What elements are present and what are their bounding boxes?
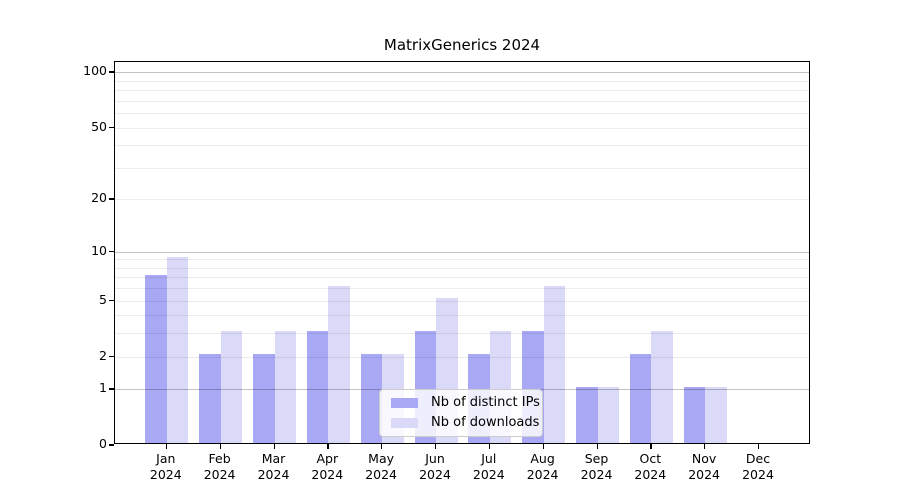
minor-gridline-70: [115, 100, 809, 102]
major-gridline-100: [115, 72, 809, 74]
x-tick-mark-nov: [704, 444, 706, 449]
bar-aug-downloads: [543, 285, 566, 443]
bar-nov-ips: [683, 387, 706, 443]
y-tick-mark-100: [109, 71, 114, 73]
x-tick-mark-jun: [435, 444, 437, 449]
minor-gridline-20: [115, 199, 809, 201]
x-tick-mark-may: [381, 444, 383, 449]
bar-nov-downloads: [705, 387, 727, 443]
x-tick-label-jun: Jun 2024: [419, 451, 451, 482]
minor-gridline-6: [115, 288, 809, 289]
major-gridline-10: [115, 251, 809, 253]
minor-gridline-4: [115, 315, 809, 317]
x-tick-label-jul: Jul 2024: [472, 451, 505, 482]
y-tick-label-0: 0: [99, 436, 107, 452]
bar-mar-ips: [253, 354, 275, 443]
y-tick-mark-1: [109, 388, 114, 390]
y-tick-label-5: 5: [99, 291, 107, 307]
y-tick-label-20: 20: [91, 190, 107, 206]
bar-sep-ips: [576, 387, 598, 443]
x-tick-label-aug: Aug 2024: [526, 451, 559, 482]
chart-legend: Nb of distinct IPs Nb of downloads: [379, 389, 543, 437]
minor-gridline-90: [115, 80, 809, 82]
minor-gridline-7: [115, 277, 809, 279]
bar-jan-downloads: [166, 256, 189, 443]
y-tick-label-1: 1: [99, 380, 107, 396]
plot-area: Nb of distinct IPs Nb of downloads: [114, 61, 810, 444]
x-tick-label-apr: Apr 2024: [311, 451, 344, 482]
minor-gridline-2: [115, 356, 809, 358]
x-tick-mark-dec: [758, 444, 760, 449]
minor-gridline-40: [115, 145, 809, 147]
bar-oct-ips: [629, 354, 652, 443]
x-tick-mark-apr: [327, 444, 329, 449]
x-tick-label-mar: Mar 2024: [257, 451, 290, 482]
legend-item-downloads: Nb of downloads: [388, 415, 539, 432]
x-tick-label-dec: Dec 2024: [742, 451, 774, 482]
bar-apr-ips: [306, 330, 329, 443]
x-tick-mark-oct: [650, 444, 652, 449]
legend-label-downloads: Nb of downloads: [431, 415, 540, 430]
x-tick-label-sep: Sep 2024: [580, 451, 613, 482]
y-tick-mark-50: [109, 126, 114, 128]
x-tick-mark-jul: [488, 444, 491, 449]
minor-gridline-8: [115, 267, 809, 269]
y-tick-label-10: 10: [91, 242, 107, 258]
minor-gridline-5: [115, 300, 809, 302]
y-tick-label-50: 50: [91, 118, 107, 134]
minor-gridline-50: [115, 127, 809, 129]
x-tick-mark-mar: [273, 444, 275, 449]
bar-sep-downloads: [597, 387, 619, 443]
y-tick-mark-2: [109, 355, 114, 357]
y-tick-mark-20: [109, 198, 114, 200]
x-tick-mark-sep: [596, 444, 598, 449]
bar-oct-downloads: [651, 330, 673, 443]
legend-item-distinct-ips: Nb of distinct IPs: [388, 395, 540, 412]
bar-jan-ips: [145, 274, 167, 443]
legend-swatch-downloads: [391, 418, 418, 428]
x-tick-mark-jan: [165, 444, 168, 449]
legend-swatch-distinct-ips: [391, 398, 418, 408]
minor-gridline-30: [115, 167, 809, 169]
x-tick-label-feb: Feb 2024: [203, 451, 236, 482]
bar-mar-downloads: [274, 330, 296, 443]
legend-label-distinct-ips: Nb of distinct IPs: [431, 395, 540, 410]
x-tick-label-nov: Nov 2024: [688, 451, 720, 482]
x-tick-label-oct: Oct 2024: [634, 451, 667, 482]
bar-feb-ips: [199, 354, 221, 443]
minor-gridline-9: [115, 259, 809, 261]
y-tick-mark-10: [109, 250, 114, 252]
x-tick-label-may: May 2024: [365, 451, 397, 482]
minor-gridline-80: [115, 90, 809, 92]
minor-gridline-60: [115, 113, 809, 114]
bar-feb-downloads: [220, 330, 243, 443]
y-tick-label-2: 2: [99, 347, 107, 363]
minor-gridline-3: [115, 333, 809, 335]
chart-title: MatrixGenerics 2024: [383, 36, 541, 54]
y-tick-label-100: 100: [83, 63, 107, 79]
x-tick-mark-aug: [542, 444, 544, 449]
y-tick-mark-5: [109, 299, 114, 301]
bar-may-ips: [360, 354, 383, 443]
bar-apr-downloads: [328, 285, 350, 443]
x-tick-label-jan: Jan 2024: [149, 451, 182, 482]
y-tick-mark-0: [109, 444, 114, 446]
x-tick-mark-feb: [219, 444, 221, 449]
